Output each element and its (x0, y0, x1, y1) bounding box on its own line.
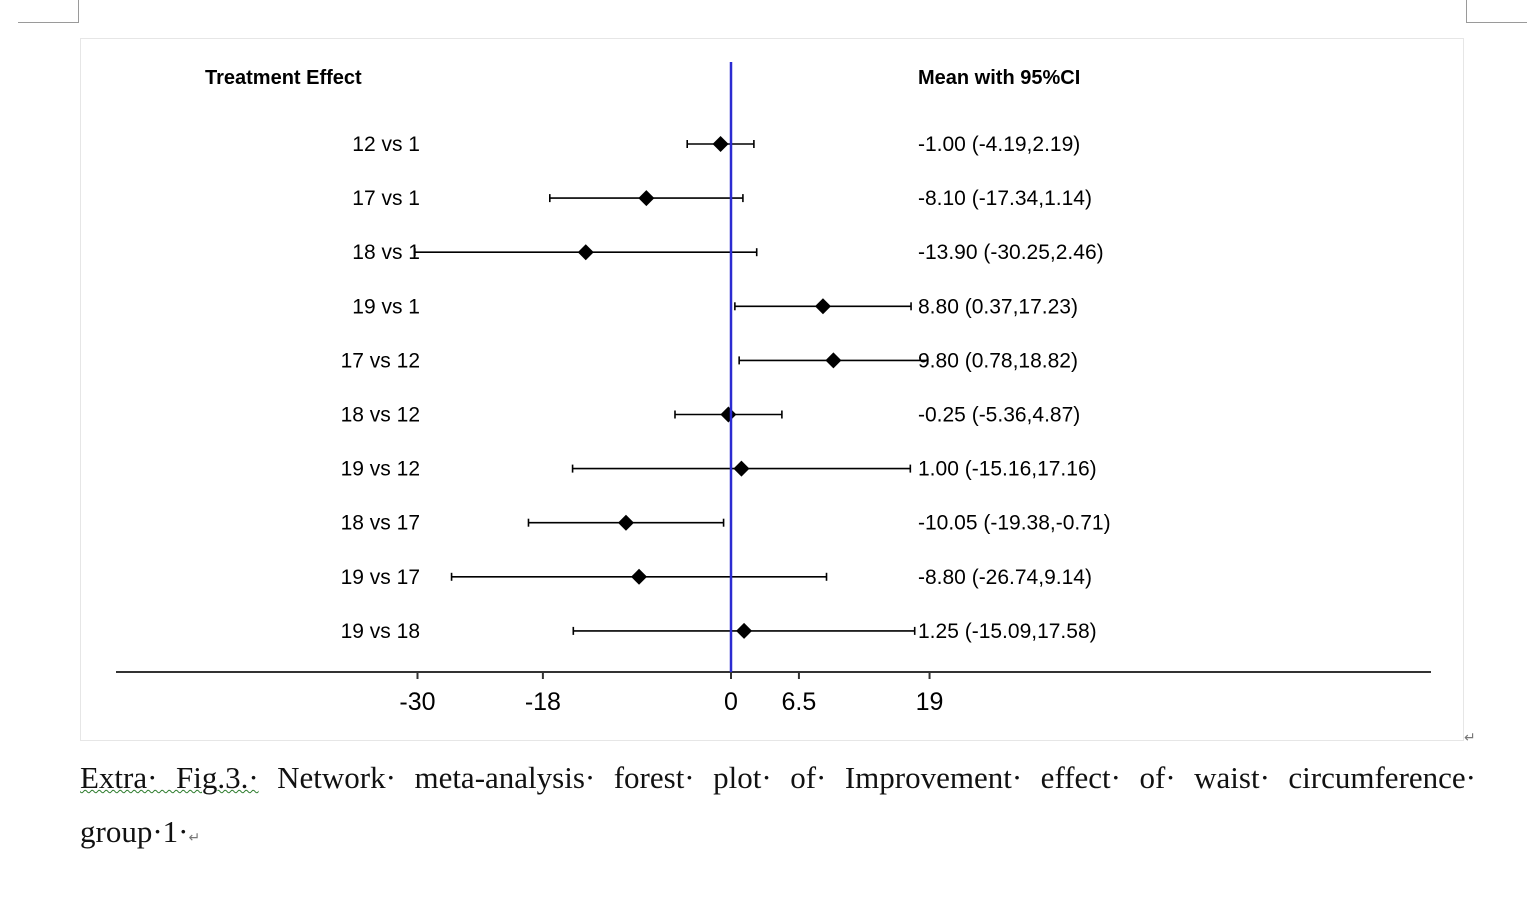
mean-ci-text: -8.10 (-17.34,1.14) (918, 187, 1092, 210)
mean-ci-text: -10.05 (-19.38,-0.71) (918, 512, 1111, 535)
mean-ci-text: -0.25 (-5.36,4.87) (918, 404, 1080, 427)
row-label: 19 vs 18 (341, 620, 420, 643)
row-label: 19 vs 17 (341, 566, 420, 589)
point-estimate-diamond (631, 568, 648, 585)
point-estimate-diamond (617, 514, 634, 531)
row-label: 19 vs 12 (341, 458, 420, 481)
right-header: Mean with 95%CI (918, 67, 1080, 89)
caption-figure-reference: Extra· Fig.3.· (80, 760, 259, 795)
mean-ci-text: -1.00 (-4.19,2.19) (918, 133, 1080, 156)
point-estimate-diamond (825, 352, 842, 369)
mean-ci-text: 9.80 (0.78,18.82) (918, 349, 1078, 372)
paragraph-mark-icon: ↵ (1464, 730, 1476, 746)
x-tick-label: -30 (399, 688, 435, 716)
row-label: 18 vs 1 (352, 241, 420, 264)
x-tick-label: -18 (525, 688, 561, 716)
figure-frame[interactable]: Treatment Effect Mean with 95%CI -30 -18 0 6.… (80, 38, 1464, 741)
page-corner-top-right (1466, 0, 1527, 23)
mean-ci-text: -13.90 (-30.25,2.46) (918, 241, 1104, 264)
x-tick-label: 0 (724, 688, 738, 716)
mean-ci-text: -8.80 (-26.74,9.14) (918, 566, 1092, 589)
row-label: 19 vs 1 (352, 295, 420, 318)
paragraph-mark-icon: ↵ (188, 830, 201, 846)
forest-plot: Treatment Effect Mean with 95%CI -30 -18 0 6.… (116, 62, 1431, 716)
mean-ci-text: 1.25 (-15.09,17.58) (918, 620, 1097, 643)
point-estimate-diamond (814, 298, 831, 315)
point-estimate-diamond (577, 244, 594, 261)
mean-ci-text: 8.80 (0.37,17.23) (918, 295, 1078, 318)
figure-caption-line-2[interactable]: group·1·↵ (80, 814, 200, 850)
x-tick-label: 6.5 (782, 688, 817, 716)
row-label: 18 vs 12 (341, 404, 420, 427)
point-estimate-diamond (733, 460, 750, 477)
row-label: 12 vs 1 (352, 133, 420, 156)
row-label: 17 vs 1 (352, 187, 420, 210)
row-label: 17 vs 12 (341, 349, 420, 372)
page-corner-top-left (18, 0, 79, 23)
caption-text-continued: group·1· (80, 814, 189, 849)
mean-ci-text: 1.00 (-15.16,17.16) (918, 458, 1097, 481)
point-estimate-diamond (736, 622, 753, 639)
figure-caption-line-1[interactable]: Extra· Fig.3.· Network· meta-analysis· f… (80, 760, 1476, 796)
point-estimate-diamond (720, 406, 737, 423)
x-tick-label: 19 (916, 688, 944, 716)
caption-text: Network· meta-analysis· forest· plot· of… (258, 760, 1476, 795)
row-label: 18 vs 17 (341, 512, 420, 535)
left-header: Treatment Effect (205, 67, 362, 89)
point-estimate-diamond (638, 190, 655, 207)
point-estimate-diamond (712, 136, 729, 152)
